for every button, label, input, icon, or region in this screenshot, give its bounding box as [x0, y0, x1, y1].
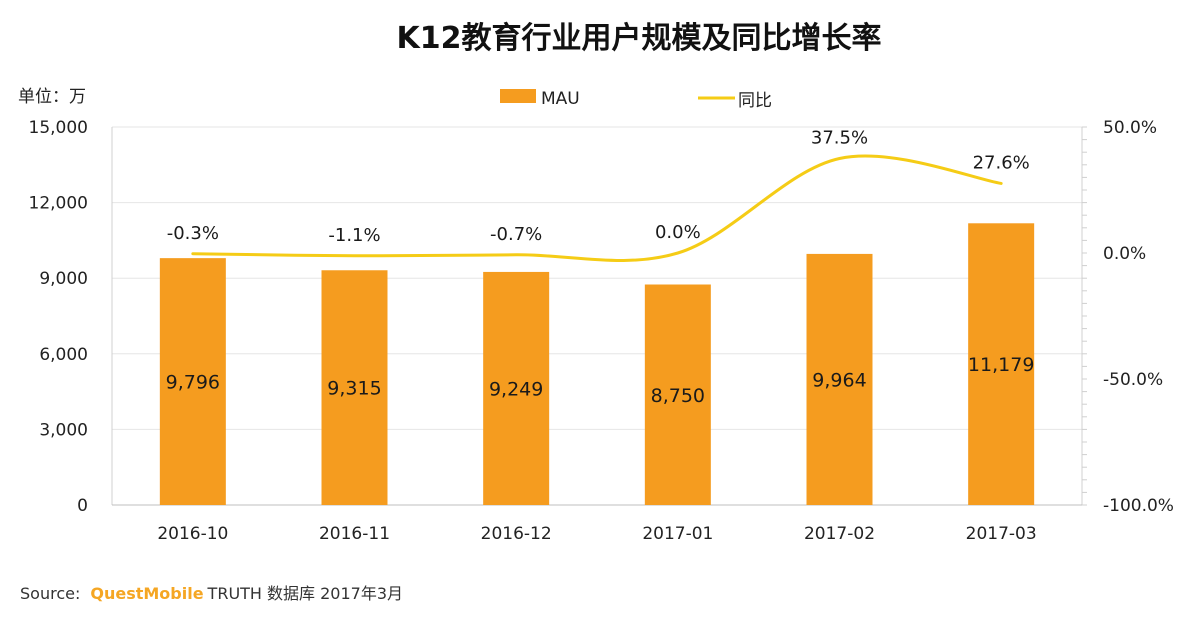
yoy-labels: -0.3% -1.1% -0.7% 0.0% 37.5% 27.6%: [167, 128, 1030, 246]
source-rest: TRUTH 数据库 2017年3月: [207, 584, 404, 603]
source-note: Source: QuestMobile TRUTH 数据库 2017年3月: [20, 580, 403, 604]
mau-bar-label: 11,179: [968, 354, 1034, 376]
x-axis-ticks: 2016-10 2016-11 2016-12 2017-01 2017-02 2017-…: [157, 524, 1036, 544]
right-tick-label: 50.0%: [1103, 118, 1157, 138]
mau-bar: [321, 270, 388, 505]
yoy-label: -1.1%: [328, 225, 380, 246]
yoy-line: [191, 154, 1003, 262]
mau-bar-label: 9,249: [489, 378, 543, 400]
yoy-label: 27.6%: [973, 152, 1030, 173]
mau-bar-label: 9,315: [327, 378, 381, 400]
left-tick-label: 15,000: [29, 118, 88, 138]
mau-bar: [968, 223, 1035, 506]
chart-title: K12教育行业用户规模及同比增长率: [397, 21, 882, 56]
yoy-label: -0.7%: [490, 224, 542, 245]
yoy-line-series: [191, 154, 1003, 262]
mau-bar-label: 8,750: [651, 385, 705, 407]
legend-mau-label: MAU: [541, 89, 580, 109]
mau-bar-label: 9,796: [166, 372, 220, 394]
x-tick-label: 2017-03: [966, 524, 1037, 544]
left-tick-label: 6,000: [39, 345, 88, 365]
right-axis-ticks: -100.0% -50.0% 0.0% 50.0%: [1103, 118, 1174, 516]
legend: MAU 同比: [500, 89, 772, 111]
legend-yoy-label: 同比: [738, 91, 772, 111]
yoy-label: 37.5%: [811, 128, 868, 149]
legend-mau-swatch: [500, 89, 536, 103]
right-tick-label: 0.0%: [1103, 244, 1146, 264]
mau-bar-label: 9,964: [812, 369, 866, 391]
mau-bar: [644, 284, 711, 505]
mau-bars: [159, 223, 1035, 506]
yoy-label: -0.3%: [167, 223, 219, 244]
yoy-label: 0.0%: [655, 222, 701, 243]
right-tick-label: -100.0%: [1103, 496, 1174, 516]
x-tick-label: 2016-10: [157, 524, 228, 544]
right-tick-label: -50.0%: [1103, 370, 1163, 390]
mau-bar: [483, 271, 550, 505]
x-tick-label: 2017-01: [642, 524, 713, 544]
left-tick-label: 12,000: [29, 194, 88, 214]
left-axis-ticks: 0 3,000 6,000 9,000 12,000 15,000: [29, 118, 88, 516]
x-tick-label: 2017-02: [804, 524, 875, 544]
source-prefix: Source:: [20, 584, 81, 603]
mau-bar-labels: 9,796 9,315 9,249 8,750 9,964 11,179: [166, 354, 1035, 407]
gridlines: [111, 126, 1087, 506]
left-tick-label: 9,000: [39, 269, 88, 289]
left-tick-label: 3,000: [39, 420, 88, 440]
mau-bar: [806, 253, 873, 505]
left-tick-label: 0: [77, 496, 88, 516]
unit-label: 单位：万: [18, 87, 86, 107]
source-brand: QuestMobile: [90, 584, 204, 603]
x-tick-label: 2016-12: [481, 524, 552, 544]
mau-bar: [159, 258, 226, 505]
x-tick-label: 2016-11: [319, 524, 390, 544]
